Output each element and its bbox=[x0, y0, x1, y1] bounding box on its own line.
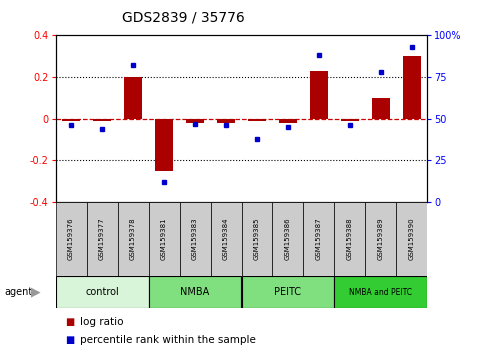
Bar bbox=[403, 56, 421, 119]
Bar bbox=[62, 119, 80, 121]
Bar bbox=[217, 119, 235, 123]
Bar bbox=[248, 119, 266, 121]
Bar bbox=[149, 202, 180, 276]
Text: GDS2839 / 35776: GDS2839 / 35776 bbox=[122, 11, 245, 25]
Text: ▶: ▶ bbox=[31, 286, 41, 298]
Bar bbox=[310, 71, 328, 119]
Bar bbox=[242, 276, 334, 308]
Bar bbox=[272, 202, 303, 276]
Text: GSM159386: GSM159386 bbox=[285, 218, 291, 260]
Bar bbox=[334, 276, 427, 308]
Text: percentile rank within the sample: percentile rank within the sample bbox=[80, 335, 256, 345]
Text: control: control bbox=[85, 287, 119, 297]
Bar bbox=[397, 202, 427, 276]
Bar bbox=[93, 119, 112, 121]
Text: GSM159390: GSM159390 bbox=[409, 218, 415, 260]
Bar bbox=[211, 202, 242, 276]
Bar bbox=[180, 202, 211, 276]
Text: ■: ■ bbox=[65, 317, 74, 327]
Bar bbox=[117, 202, 149, 276]
Bar bbox=[366, 202, 397, 276]
Text: ■: ■ bbox=[65, 335, 74, 345]
Bar bbox=[86, 202, 117, 276]
Bar bbox=[242, 202, 272, 276]
Bar bbox=[56, 202, 86, 276]
Bar bbox=[372, 98, 390, 119]
Text: GSM159388: GSM159388 bbox=[347, 218, 353, 260]
Bar bbox=[155, 119, 173, 171]
Text: GSM159376: GSM159376 bbox=[68, 218, 74, 260]
Bar bbox=[124, 77, 142, 119]
Text: GSM159378: GSM159378 bbox=[130, 218, 136, 260]
Bar bbox=[186, 119, 204, 123]
Bar bbox=[56, 276, 149, 308]
Bar bbox=[303, 202, 334, 276]
Bar bbox=[341, 119, 359, 121]
Text: PEITC: PEITC bbox=[274, 287, 301, 297]
Text: GSM159387: GSM159387 bbox=[316, 218, 322, 260]
Bar bbox=[279, 119, 297, 123]
Bar bbox=[149, 276, 242, 308]
Text: GSM159381: GSM159381 bbox=[161, 218, 167, 260]
Text: NMBA: NMBA bbox=[180, 287, 210, 297]
Text: log ratio: log ratio bbox=[80, 317, 123, 327]
Text: GSM159385: GSM159385 bbox=[254, 218, 260, 260]
Text: GSM159383: GSM159383 bbox=[192, 218, 198, 260]
Text: GSM159384: GSM159384 bbox=[223, 218, 229, 260]
Text: agent: agent bbox=[5, 287, 33, 297]
Text: GSM159389: GSM159389 bbox=[378, 218, 384, 260]
Bar bbox=[334, 202, 366, 276]
Text: NMBA and PEITC: NMBA and PEITC bbox=[350, 287, 412, 297]
Text: GSM159377: GSM159377 bbox=[99, 218, 105, 260]
